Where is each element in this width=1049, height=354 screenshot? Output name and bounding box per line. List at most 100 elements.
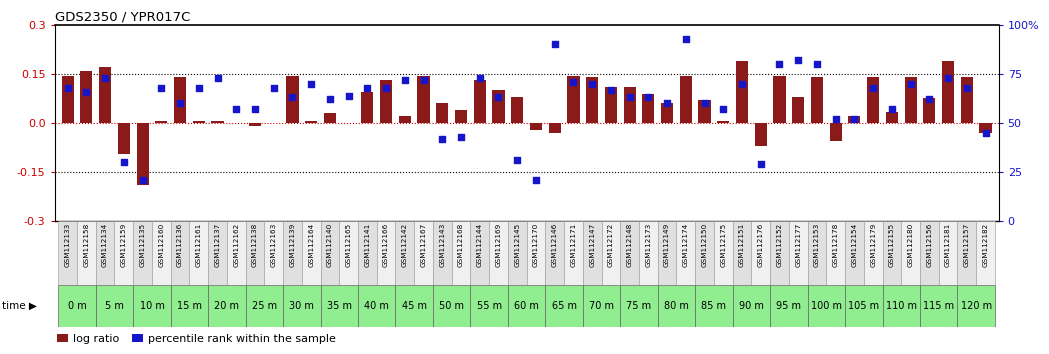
Bar [227, 221, 245, 285]
Bar [433, 285, 470, 327]
Bar [208, 221, 227, 285]
Bar [845, 221, 863, 285]
Text: GSM112142: GSM112142 [402, 223, 408, 267]
Point [97, 75, 113, 81]
Bar [658, 285, 695, 327]
Bar [414, 221, 433, 285]
Bar [245, 285, 283, 327]
Point [284, 95, 301, 100]
Text: 115 m: 115 m [923, 301, 955, 311]
Bar [380, 80, 392, 123]
Bar [452, 221, 470, 285]
Bar [699, 100, 710, 123]
Text: GSM112140: GSM112140 [327, 223, 333, 267]
Bar [358, 221, 377, 285]
Text: GSM112167: GSM112167 [421, 223, 427, 267]
Point [902, 81, 919, 87]
Bar [395, 285, 433, 327]
Bar [958, 285, 994, 327]
Point [490, 95, 507, 100]
Bar [920, 221, 939, 285]
Bar [868, 77, 879, 123]
Text: 25 m: 25 m [252, 301, 277, 311]
Point [714, 107, 731, 112]
Point [640, 95, 657, 100]
Text: GSM112139: GSM112139 [290, 223, 296, 267]
Point [209, 75, 226, 81]
Text: GSM112178: GSM112178 [833, 223, 839, 267]
Text: 20 m: 20 m [214, 301, 239, 311]
Point [864, 85, 881, 91]
Point [959, 85, 976, 91]
Bar [455, 110, 467, 123]
Bar [677, 221, 695, 285]
Text: 40 m: 40 m [364, 301, 389, 311]
Bar [714, 221, 732, 285]
Point [415, 77, 432, 82]
Bar [418, 75, 430, 123]
Text: 30 m: 30 m [290, 301, 315, 311]
Point [172, 101, 189, 106]
Text: GSM112138: GSM112138 [252, 223, 258, 267]
Text: GSM112164: GSM112164 [308, 223, 315, 267]
Bar [751, 221, 770, 285]
Bar [977, 221, 994, 285]
Bar [920, 285, 958, 327]
Point [321, 97, 338, 102]
Bar [736, 61, 748, 123]
Bar [882, 285, 920, 327]
Point [583, 81, 600, 87]
Bar [399, 116, 411, 123]
Point [265, 85, 282, 91]
Bar [114, 221, 133, 285]
Text: GSM112182: GSM112182 [983, 223, 988, 267]
Bar [361, 92, 373, 123]
Bar [511, 97, 523, 123]
Text: GSM112173: GSM112173 [645, 223, 651, 267]
Text: GSM112175: GSM112175 [721, 223, 726, 267]
Bar [324, 113, 336, 123]
Point [602, 87, 619, 92]
Text: GSM112143: GSM112143 [440, 223, 446, 267]
Bar [863, 221, 882, 285]
Text: GSM112177: GSM112177 [795, 223, 801, 267]
Point [471, 75, 488, 81]
Point [359, 85, 376, 91]
Bar [193, 121, 205, 123]
Bar [59, 221, 77, 285]
Text: 90 m: 90 m [738, 301, 764, 311]
Bar [885, 112, 898, 123]
Bar [545, 285, 583, 327]
Text: GSM112152: GSM112152 [776, 223, 783, 267]
Text: GSM112176: GSM112176 [757, 223, 764, 267]
Text: GSM112179: GSM112179 [870, 223, 876, 267]
Bar [642, 93, 655, 123]
Bar [377, 221, 395, 285]
Bar [433, 221, 452, 285]
Text: 45 m: 45 m [402, 301, 427, 311]
Bar [939, 221, 958, 285]
Bar [845, 285, 882, 327]
Point [190, 85, 207, 91]
Bar [639, 221, 658, 285]
Bar [695, 285, 732, 327]
Bar [545, 221, 564, 285]
Bar [305, 121, 317, 123]
Point [845, 116, 862, 122]
Point [940, 75, 957, 81]
Bar [358, 285, 395, 327]
Bar [283, 285, 321, 327]
Bar [190, 221, 208, 285]
Text: 100 m: 100 m [811, 301, 841, 311]
Bar [811, 77, 823, 123]
Text: GSM112160: GSM112160 [158, 223, 165, 267]
Point [921, 97, 938, 102]
Text: GSM112161: GSM112161 [196, 223, 201, 267]
Bar [152, 221, 171, 285]
Bar [623, 87, 636, 123]
Text: GSM112151: GSM112151 [738, 223, 745, 267]
Bar [620, 221, 639, 285]
Bar [658, 221, 677, 285]
Bar [564, 221, 583, 285]
Bar [961, 77, 972, 123]
